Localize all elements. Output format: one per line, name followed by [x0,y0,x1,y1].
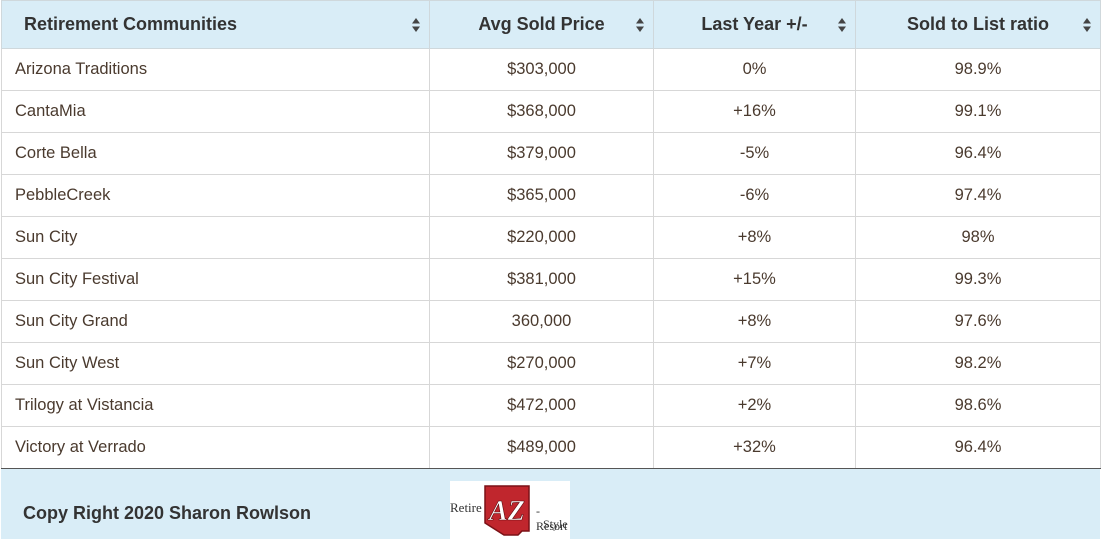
column-header-label: Sold to List ratio [907,14,1049,34]
table-row: PebbleCreek $365,000 -6% 97.4% [1,174,1101,217]
az-state-icon: AZ [484,485,530,536]
cell-community: CantaMia [1,90,430,133]
cell-community: Sun City Festival [1,258,430,301]
cell-last-year: 0% [653,48,856,91]
cell-community: PebbleCreek [1,174,430,217]
cell-community: Trilogy at Vistancia [1,384,430,427]
column-header-avg-sold-price[interactable]: Avg Sold Price [429,0,654,49]
cell-community: Sun City West [1,342,430,385]
logo-text-retire: Retire [450,500,482,515]
table-row: Trilogy at Vistancia $472,000 +2% 98.6% [1,384,1101,427]
column-header-label: Retirement Communities [24,14,238,34]
column-header-label: Last Year +/- [701,14,808,34]
sort-icon[interactable] [837,17,847,33]
table-row: Sun City Festival $381,000 +15% 99.3% [1,258,1101,301]
cell-sold-to-list: 97.6% [855,300,1101,343]
column-header-community[interactable]: Retirement Communities [1,0,430,49]
column-header-last-year[interactable]: Last Year +/- [653,0,856,49]
column-header-sold-to-list[interactable]: Sold to List ratio [855,0,1101,49]
cell-sold-to-list: 99.3% [855,258,1101,301]
cell-last-year: +8% [653,300,856,343]
cell-avg-sold-price: $220,000 [429,216,654,259]
column-header-label: Avg Sold Price [478,14,605,34]
table-row: Corte Bella $379,000 -5% 96.4% [1,132,1101,175]
cell-community: Victory at Verrado [1,426,430,469]
cell-community: Sun City [1,216,430,259]
cell-avg-sold-price: $489,000 [429,426,654,469]
cell-last-year: +2% [653,384,856,427]
cell-community: Arizona Traditions [1,48,430,91]
sort-icon[interactable] [1082,17,1092,33]
cell-avg-sold-price: $381,000 [429,258,654,301]
cell-last-year: +7% [653,342,856,385]
cell-avg-sold-price: 360,000 [429,300,654,343]
cell-sold-to-list: 98.9% [855,48,1101,91]
cell-sold-to-list: 99.1% [855,90,1101,133]
table-footer: Copy Right 2020 Sharon Rowlson Retire AZ… [1,469,1100,539]
table-row: Sun City Grand 360,000 +8% 97.6% [1,300,1101,343]
cell-avg-sold-price: $270,000 [429,342,654,385]
header-row: Retirement Communities Avg Sold Price La… [1,0,1101,49]
cell-last-year: +8% [653,216,856,259]
logo-text-style: Style [543,517,568,531]
sort-icon[interactable] [635,17,645,33]
cell-community: Corte Bella [1,132,430,175]
cell-avg-sold-price: $472,000 [429,384,654,427]
retire-az-logo: Retire AZ -Resort Style [450,481,570,539]
cell-sold-to-list: 98.2% [855,342,1101,385]
cell-avg-sold-price: $368,000 [429,90,654,133]
cell-last-year: +32% [653,426,856,469]
logo-text-resort: -Resort [536,504,568,533]
cell-last-year: +16% [653,90,856,133]
table-row: CantaMia $368,000 +16% 99.1% [1,90,1101,133]
cell-sold-to-list: 97.4% [855,174,1101,217]
table-row: Victory at Verrado $489,000 +32% 96.4% [1,426,1101,469]
cell-sold-to-list: 98.6% [855,384,1101,427]
communities-table: Retirement Communities Avg Sold Price La… [1,0,1101,469]
cell-community: Sun City Grand [1,300,430,343]
table-row: Arizona Traditions $303,000 0% 98.9% [1,48,1101,91]
table-row: Sun City $220,000 +8% 98% [1,216,1101,259]
svg-text:AZ: AZ [487,496,525,527]
cell-sold-to-list: 98% [855,216,1101,259]
cell-last-year: -6% [653,174,856,217]
cell-last-year: +15% [653,258,856,301]
cell-avg-sold-price: $303,000 [429,48,654,91]
cell-last-year: -5% [653,132,856,175]
cell-avg-sold-price: $365,000 [429,174,654,217]
cell-avg-sold-price: $379,000 [429,132,654,175]
sort-icon[interactable] [411,17,421,33]
table-row: Sun City West $270,000 +7% 98.2% [1,342,1101,385]
copyright-text: Copy Right 2020 Sharon Rowlson [23,503,312,523]
cell-sold-to-list: 96.4% [855,426,1101,469]
cell-sold-to-list: 96.4% [855,132,1101,175]
